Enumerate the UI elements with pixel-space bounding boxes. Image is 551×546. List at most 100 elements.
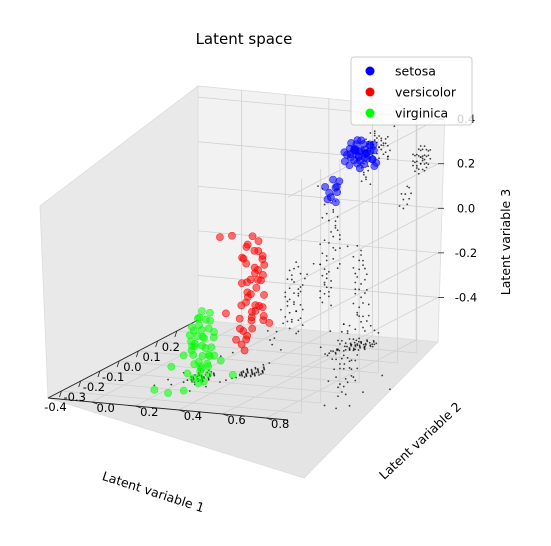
projection-back-point <box>358 337 361 340</box>
projection-back-point <box>352 302 355 305</box>
legend-label-virginica: virginica <box>395 106 448 121</box>
projection-side-point <box>288 311 291 314</box>
projection-side-point <box>290 274 293 277</box>
projection-back-point <box>400 192 403 195</box>
projection-side-point <box>384 142 387 145</box>
projection-side-point <box>373 134 376 137</box>
projection-back-point <box>398 205 401 207</box>
data-point-setosa <box>357 136 366 145</box>
data-point-virginica <box>195 313 204 322</box>
projection-back-point <box>429 157 432 160</box>
projection-side-point <box>323 292 326 295</box>
x-tick-label: -0.1 <box>102 370 124 384</box>
x-tick-mark <box>174 330 178 338</box>
projection-back-point <box>356 354 359 356</box>
projection-back-point <box>427 154 430 157</box>
projection-side-point <box>293 292 295 295</box>
data-point-virginica <box>210 351 219 360</box>
projection-side-point <box>290 318 293 321</box>
x-tick-mark <box>97 370 101 378</box>
projection-side-point <box>338 238 341 241</box>
projection-side-point <box>293 303 295 306</box>
projection-side-point <box>369 183 372 186</box>
projection-floor-point <box>368 341 371 344</box>
z-axis-label: Latent variable 3 <box>498 189 513 295</box>
projection-back-point <box>408 197 411 200</box>
projection-back-point <box>335 358 337 361</box>
projection-back-point <box>421 155 424 158</box>
projection-back-point <box>354 328 357 331</box>
data-point-virginica <box>150 385 159 394</box>
projection-back-point <box>348 349 351 352</box>
data-point-virginica <box>216 356 225 365</box>
projection-back-point <box>429 148 432 151</box>
projection-side-point <box>325 286 328 289</box>
projection-back-point <box>367 303 370 306</box>
projection-floor-point <box>240 373 243 376</box>
gridline-z-side <box>197 141 439 165</box>
projection-side-point <box>378 157 380 160</box>
z-tick-label: -0.4 <box>455 290 477 304</box>
projection-back-point <box>402 207 405 210</box>
projection-back-point <box>410 192 412 195</box>
projection-back-point <box>360 283 362 285</box>
projection-back-point <box>415 167 418 169</box>
data-point-versicolor <box>216 233 224 242</box>
projection-floor-point <box>353 341 356 344</box>
projection-floor-point <box>329 350 332 352</box>
projection-side-point <box>362 171 365 174</box>
projection-back-point <box>356 314 359 316</box>
data-point-versicolor <box>247 313 256 322</box>
projection-side-point <box>378 135 380 137</box>
projection-side-point <box>362 173 365 176</box>
projection-floor-point <box>219 381 221 383</box>
z-tick-label: -0.2 <box>455 246 477 260</box>
projection-floor-point <box>250 369 253 372</box>
projection-floor-point <box>357 340 360 343</box>
projection-back-point <box>364 278 366 281</box>
projection-side-point <box>382 153 385 156</box>
projection-side-point <box>266 329 269 332</box>
projection-floor-point <box>362 343 365 346</box>
projection-side-point <box>321 301 324 304</box>
data-point-virginica <box>202 315 210 324</box>
projection-back-point <box>381 374 384 377</box>
projection-back-point <box>327 380 330 383</box>
projection-side-point <box>323 281 326 284</box>
projection-side-point <box>301 308 304 311</box>
projection-side-point <box>373 130 376 133</box>
projection-side-point <box>288 287 291 290</box>
data-point-virginica <box>203 359 212 368</box>
projection-side-point <box>290 278 293 281</box>
data-point-versicolor <box>237 301 246 310</box>
projection-side-point <box>384 137 387 140</box>
projection-back-point <box>423 169 426 172</box>
x-tick-mark <box>155 340 158 348</box>
projection-floor-point <box>334 352 337 355</box>
projection-back-point <box>365 273 368 276</box>
projection-back-point <box>346 330 349 332</box>
z-tick-label: 0.0 <box>457 201 475 215</box>
projection-side-point <box>367 169 370 172</box>
gridline-x-floor <box>119 360 360 384</box>
projection-side-point <box>373 132 376 135</box>
projection-floor-point <box>182 381 185 384</box>
projection-side-point <box>321 252 324 255</box>
gridline-x-floor <box>61 390 302 414</box>
projection-back-point <box>352 376 355 378</box>
data-point-versicolor <box>243 293 252 301</box>
projection-floor-point <box>261 372 264 374</box>
projection-side-point <box>365 138 367 141</box>
data-point-virginica <box>185 331 194 340</box>
projection-back-point <box>417 172 420 175</box>
projection-side-point <box>380 137 383 140</box>
projection-floor-point <box>225 379 227 382</box>
projection-back-point <box>364 345 366 348</box>
projection-side-point <box>299 317 302 320</box>
data-point-versicolor <box>246 275 255 284</box>
data-point-versicolor <box>251 269 259 278</box>
data-point-virginica <box>179 351 188 360</box>
projection-side-point <box>336 216 339 218</box>
data-point-setosa <box>355 164 364 173</box>
projection-back-point <box>339 247 341 250</box>
